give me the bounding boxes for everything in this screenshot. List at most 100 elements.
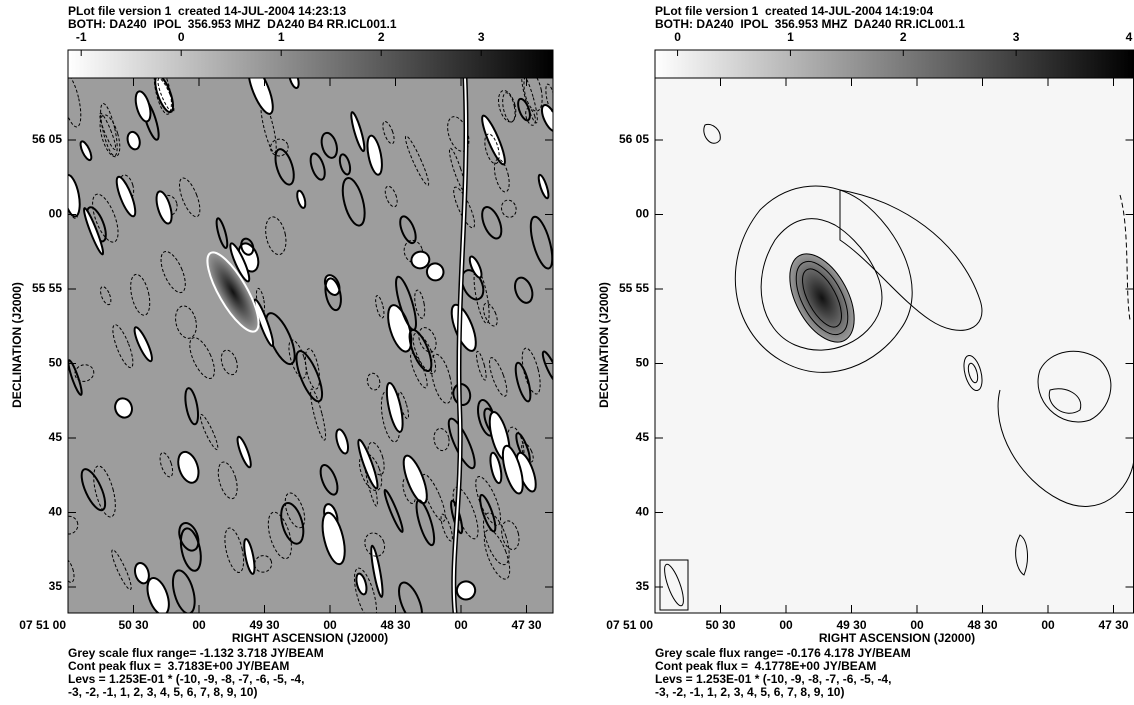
contour <box>489 451 503 485</box>
contour <box>146 576 170 613</box>
contour <box>997 389 1134 507</box>
y-tick-label: 35 <box>49 579 63 593</box>
contour <box>111 549 132 591</box>
contour <box>189 337 215 379</box>
contour <box>175 305 197 339</box>
contour <box>215 217 229 249</box>
contour <box>398 391 409 420</box>
contour <box>484 133 500 165</box>
contour <box>404 135 430 186</box>
x-tick-label: 48 30 <box>967 618 997 632</box>
y-tick-label: 55 55 <box>619 281 649 295</box>
contour <box>541 350 553 385</box>
contour <box>455 580 477 601</box>
contour <box>521 347 541 395</box>
contour <box>760 218 883 351</box>
colorbar-tick-label: 4 <box>1126 30 1133 44</box>
contour <box>364 532 386 557</box>
contour <box>68 78 82 128</box>
contour <box>310 388 327 441</box>
contour <box>254 555 273 573</box>
contour <box>199 413 219 451</box>
contour <box>321 511 346 566</box>
contour <box>177 450 200 484</box>
footer-line: -3, -2, -1, 1, 2, 3, 4, 5, 6, 7, 8, 9, 1… <box>68 685 257 699</box>
contour <box>157 78 175 113</box>
contour <box>99 114 121 158</box>
contour <box>483 529 511 580</box>
contour <box>468 255 483 279</box>
y-tick-label: 50 <box>49 356 63 370</box>
x-tick-label: 49 30 <box>836 618 866 632</box>
contour <box>521 78 538 124</box>
contour <box>537 173 550 200</box>
contour <box>1048 388 1082 414</box>
contour <box>1119 194 1131 321</box>
contour <box>489 357 508 397</box>
colorbar-tick-label: 1 <box>787 30 794 44</box>
contour <box>335 428 350 455</box>
contour <box>159 194 178 216</box>
contour <box>68 173 81 218</box>
contour <box>112 324 134 369</box>
contour <box>540 104 553 133</box>
map-background <box>655 78 1134 613</box>
y-tick-label: 56 05 <box>619 132 649 146</box>
contour <box>133 561 150 585</box>
contour <box>130 273 151 316</box>
contour <box>68 558 75 583</box>
colorbar-tick-label: 2 <box>378 30 385 44</box>
contour <box>414 289 426 319</box>
contour <box>366 134 383 176</box>
x-tick-label: 00 <box>1041 618 1055 632</box>
header-line: BOTH: DA240 IPOL 356.953 MHZ DA240 RR.IC… <box>655 17 965 31</box>
contour <box>68 359 83 396</box>
contour <box>502 92 516 123</box>
contour <box>92 193 119 243</box>
contour <box>357 438 379 490</box>
y-tick-label: 00 <box>49 207 63 221</box>
contour <box>514 276 534 304</box>
contour <box>383 488 404 533</box>
contour <box>253 298 275 348</box>
contour <box>447 417 476 470</box>
contour <box>545 83 553 113</box>
x-tick-label: 50 30 <box>705 618 735 632</box>
contour <box>967 362 979 384</box>
contour <box>430 353 453 404</box>
x-tick-label: 00 <box>454 618 468 632</box>
footer-line: -3, -2, -1, 1, 2, 3, 4, 5, 6, 7, 8, 9, 1… <box>655 685 844 699</box>
x-tick-label: 49 30 <box>249 618 279 632</box>
contour <box>375 295 385 319</box>
contour <box>296 189 307 209</box>
contour <box>475 350 487 381</box>
contour <box>247 78 274 115</box>
contour <box>523 78 543 112</box>
contour <box>217 461 238 500</box>
contour <box>159 452 174 478</box>
y-tick-label: 50 <box>636 356 650 370</box>
contour <box>402 454 428 505</box>
colorbar-tick-label: -1 <box>76 30 87 44</box>
colorbar <box>67 49 554 79</box>
contour <box>412 332 437 374</box>
x-axis-label: RIGHT ASCENSION (J2000) <box>232 631 388 645</box>
contour <box>295 350 324 403</box>
contour <box>236 435 252 469</box>
contour <box>133 326 153 363</box>
contour <box>126 130 141 151</box>
x-tick-label: 00 <box>779 618 793 632</box>
contour <box>370 544 384 598</box>
contour <box>367 441 385 476</box>
contour <box>517 97 531 122</box>
contour <box>243 537 256 575</box>
contour <box>448 147 466 192</box>
contour <box>319 464 339 496</box>
footer-line: Levs = 1.253E-01 * (-10, -9, -8, -7, -6,… <box>655 672 891 686</box>
y-tick-label: 40 <box>636 505 650 519</box>
contour <box>1037 350 1112 423</box>
contour <box>341 177 366 227</box>
contour <box>353 567 377 613</box>
contour <box>398 581 424 613</box>
